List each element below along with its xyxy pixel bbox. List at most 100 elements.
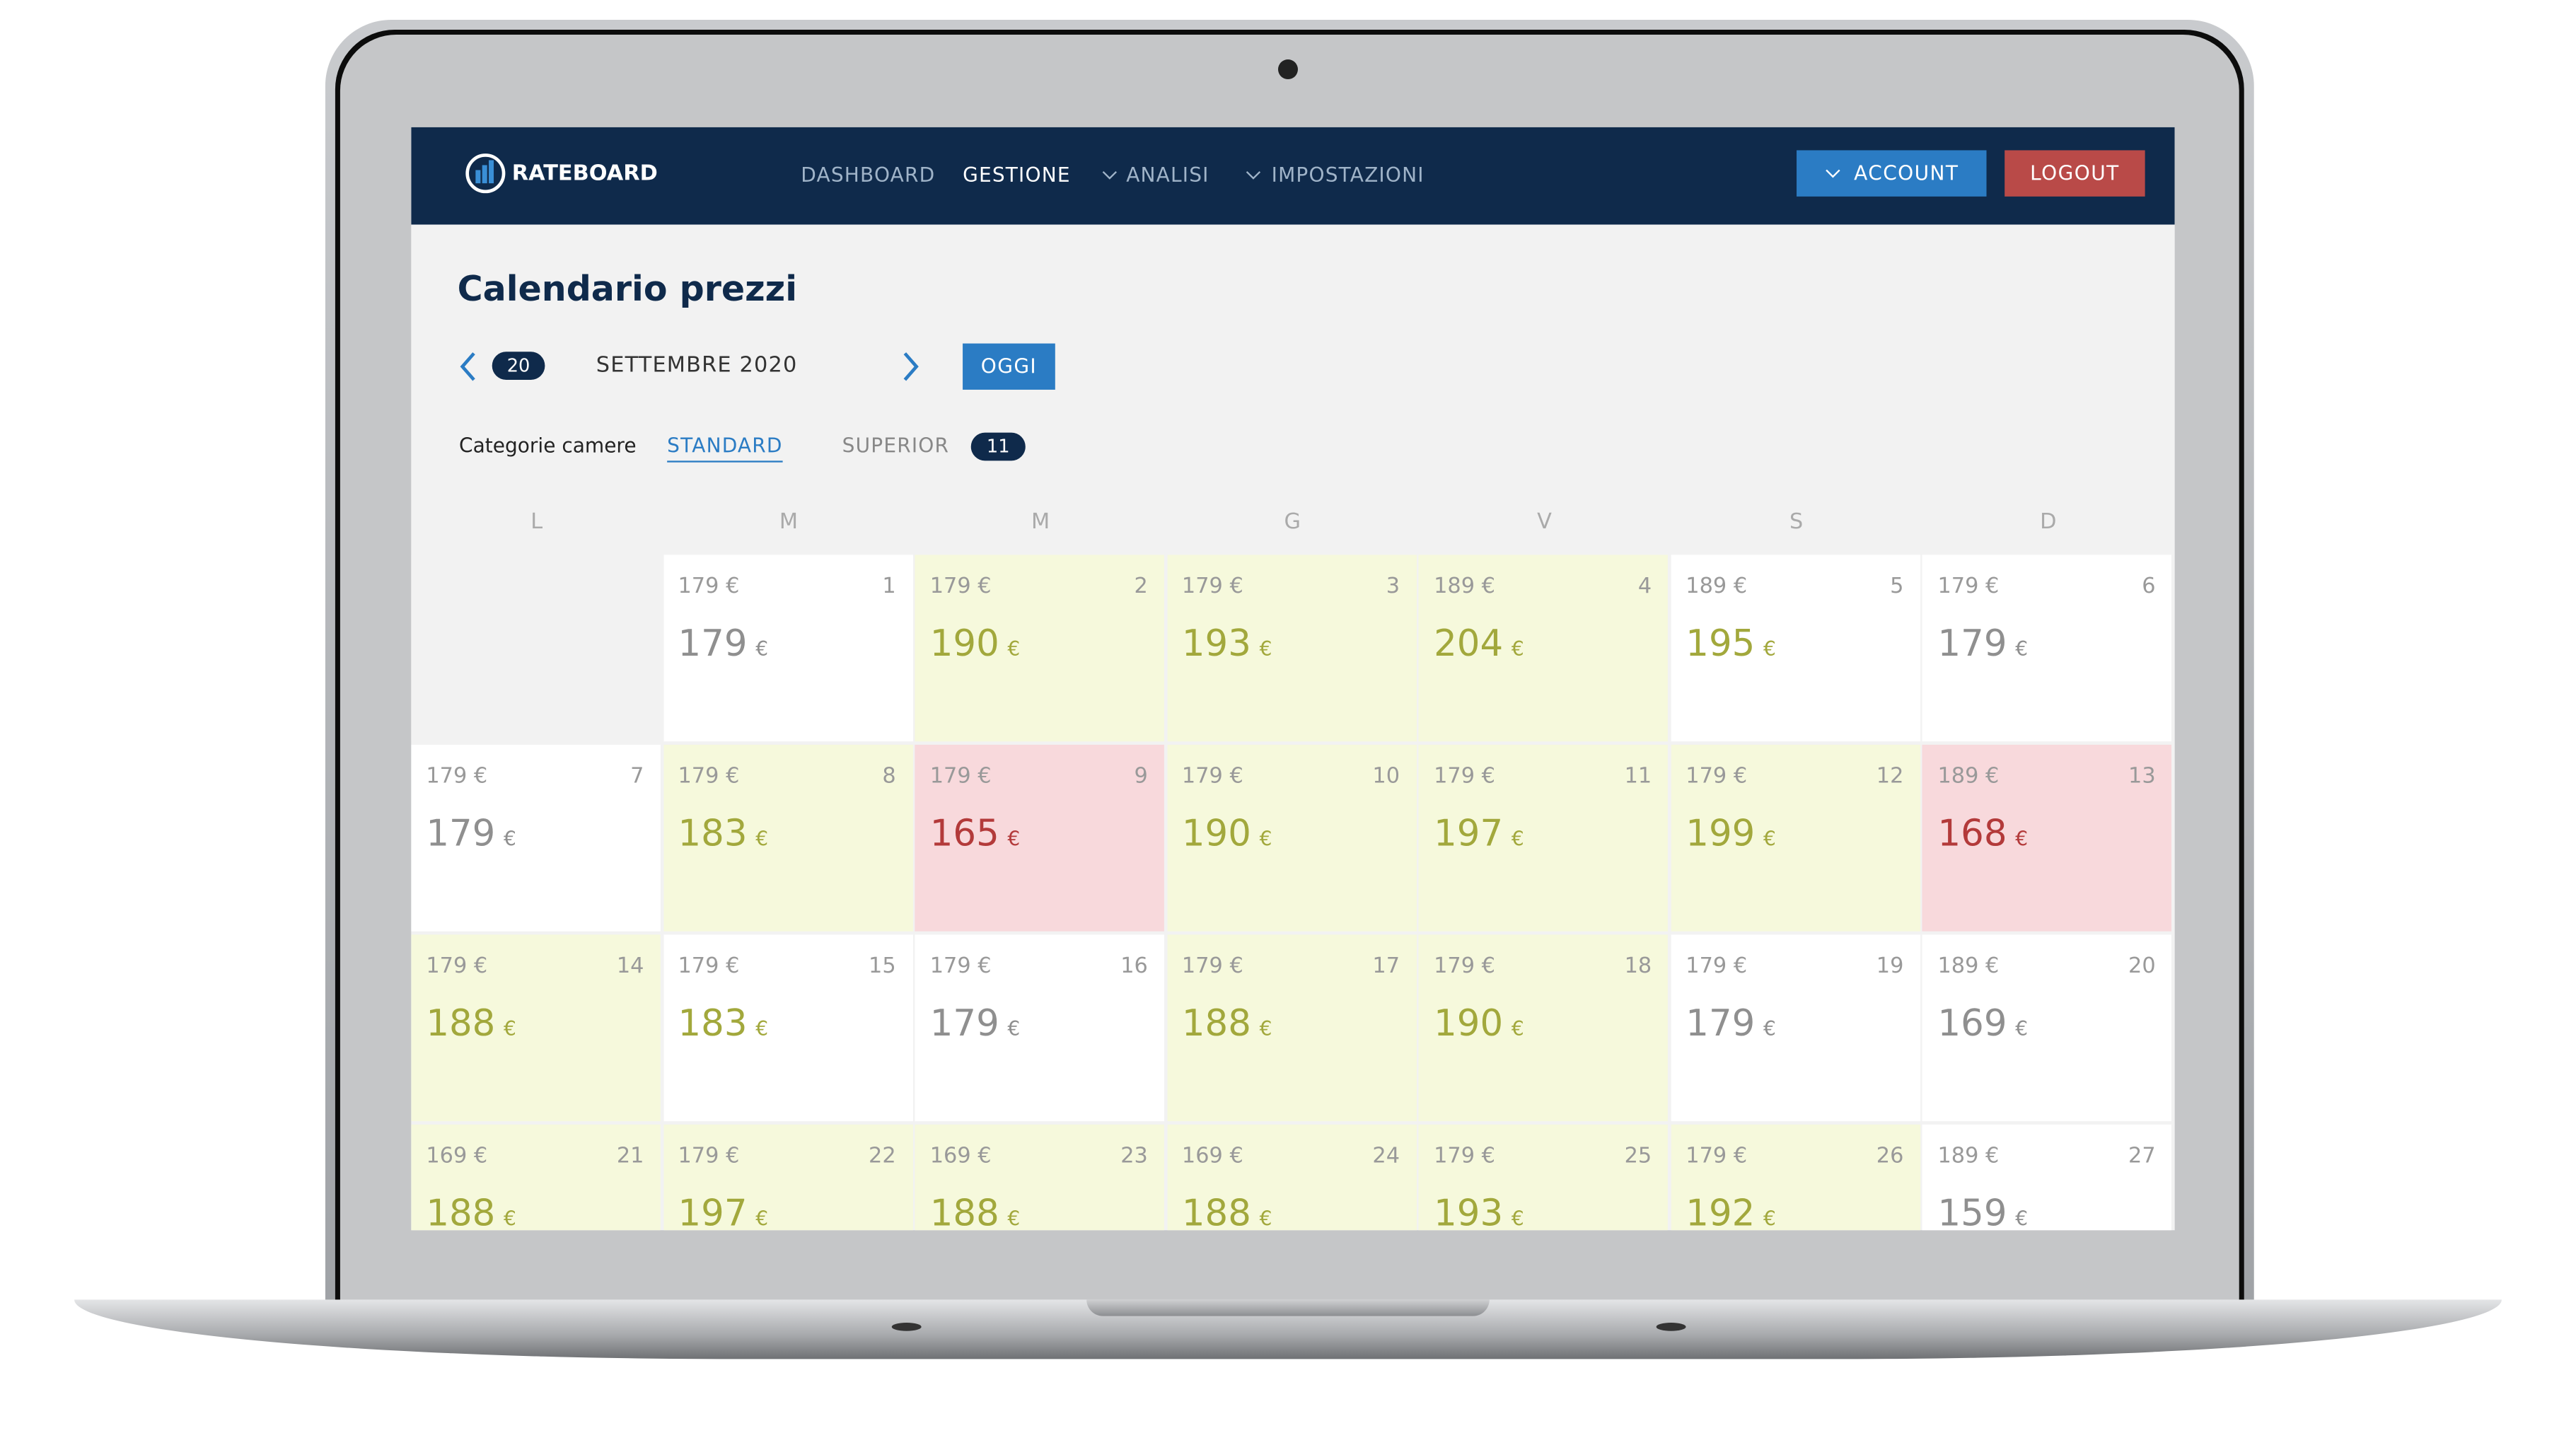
logout-button[interactable]: LOGOUT [2004,150,2145,197]
price: 168 € [1937,814,2028,855]
account-button[interactable]: ACCOUNT [1797,150,1987,197]
day-cell[interactable]: 169 € 21 188 € [411,1124,661,1231]
day-cell[interactable]: 189 € 27 159 € [1922,1124,2172,1231]
price-value: 190 [929,624,999,666]
day-cell[interactable]: 189 € 20 169 € [1922,934,2172,1122]
day-cell[interactable]: 179 € 7 179 € [411,744,661,932]
day-cell[interactable]: 179 € 25 193 € [1419,1124,1669,1231]
currency: € [1763,827,1776,851]
today-button[interactable]: OGGI [963,343,1055,390]
base-price: 179 € [678,574,740,600]
day-cell[interactable]: 189 € 5 195 € [1671,555,1920,742]
currency: € [2015,1207,2029,1231]
day-cell[interactable]: 179 € 9 165 € [915,744,1165,932]
day-cell[interactable]: 179 € 17 188 € [1166,934,1417,1122]
nav-item[interactable]: DASHBOARD [801,163,936,187]
day-number: 17 [1372,954,1400,980]
price: 183 € [678,814,768,855]
day-number: 3 [1386,574,1400,600]
day-cell[interactable]: 179 € 3 193 € [1166,555,1417,742]
day-cell[interactable]: 179 € 1 179 € [663,555,913,742]
day-cell[interactable]: 179 € 22 197 € [663,1124,913,1231]
base-price: 179 € [678,764,740,789]
day-cell[interactable]: 179 € 12 199 € [1671,744,1920,932]
week-badge: 20 [492,352,545,380]
base-price: 179 € [426,954,488,980]
category-tab[interactable]: SUPERIOR [842,434,950,458]
currency: € [755,637,769,661]
day-number: 14 [616,954,644,980]
day-number: 6 [2142,574,2156,600]
nav-item[interactable]: GESTIONE [963,163,1071,187]
base-price: 179 € [426,764,488,789]
price-value: 192 [1686,1193,1756,1231]
day-cell[interactable]: 179 € 19 179 € [1671,934,1920,1122]
price: 188 € [1182,1004,1272,1045]
nav-item[interactable]: IMPOSTAZIONI [1271,163,1425,187]
price-value: 190 [1181,813,1251,856]
category-tab[interactable]: STANDARD [667,434,783,463]
currency: € [1763,637,1776,661]
currency: € [1259,1017,1272,1040]
empty-day-cell [411,555,661,742]
logo-icon [465,153,506,194]
price-value: 179 [1937,624,2007,666]
price-value: 159 [1937,1193,2007,1231]
base-price: 179 € [929,764,992,789]
day-cell[interactable]: 179 € 15 183 € [663,934,913,1122]
price: 179 € [678,624,768,665]
base-price: 189 € [1434,574,1495,600]
day-cell[interactable]: 179 € 6 179 € [1922,555,2172,742]
webcam [1277,59,1298,80]
base-price: 179 € [1181,954,1243,980]
price: 188 € [1182,1194,1272,1230]
currency: € [1007,637,1021,661]
currency: € [1007,827,1021,851]
day-number: 7 [630,764,644,789]
currency: € [1763,1207,1776,1231]
nav-item[interactable]: ANALISI [1126,163,1209,187]
day-cell[interactable]: 169 € 23 188 € [915,1124,1165,1231]
day-number: 26 [1876,1144,1904,1169]
price: 199 € [1686,814,1776,855]
day-cell[interactable]: 179 € 11 197 € [1419,744,1669,932]
weekday-label: D [2040,510,2057,535]
base-price: 179 € [1686,764,1748,789]
next-arrow[interactable] [898,350,922,383]
currency: € [2015,637,2029,661]
day-cell[interactable]: 179 € 26 192 € [1671,1124,1920,1231]
currency: € [1511,1017,1524,1040]
price-value: 183 [678,1004,748,1045]
price-value: 193 [1434,1193,1504,1231]
chevron [1102,170,1118,180]
day-number: 5 [1890,574,1904,600]
price: 195 € [1686,624,1776,665]
price: 204 € [1434,624,1524,665]
day-cell[interactable]: 179 € 14 188 € [411,934,661,1122]
day-number: 22 [869,1144,896,1169]
day-cell[interactable]: 179 € 2 190 € [915,555,1165,742]
price: 188 € [426,1004,516,1045]
day-cell[interactable]: 179 € 10 190 € [1166,744,1417,932]
day-cell[interactable]: 179 € 18 190 € [1419,934,1669,1122]
price: 179 € [1686,1004,1776,1045]
day-cell[interactable]: 189 € 4 204 € [1419,555,1669,742]
base-price: 169 € [426,1144,488,1169]
price-value: 188 [929,1193,999,1231]
prev-arrow[interactable] [458,350,481,383]
price-value: 199 [1686,813,1756,856]
day-number: 2 [1134,574,1148,600]
day-number: 24 [1372,1144,1400,1169]
currency: € [504,1017,516,1040]
day-cell[interactable]: 179 € 16 179 € [915,934,1165,1122]
base-price: 189 € [1686,574,1748,600]
base-price: 179 € [1181,574,1243,600]
base-price: 179 € [1686,1144,1748,1169]
day-cell[interactable]: 169 € 24 188 € [1166,1124,1417,1231]
price-value: 195 [1686,624,1756,666]
day-cell[interactable]: 189 € 13 168 € [1922,744,2172,932]
base-price: 179 € [1434,954,1495,980]
day-cell[interactable]: 179 € 8 183 € [663,744,913,932]
